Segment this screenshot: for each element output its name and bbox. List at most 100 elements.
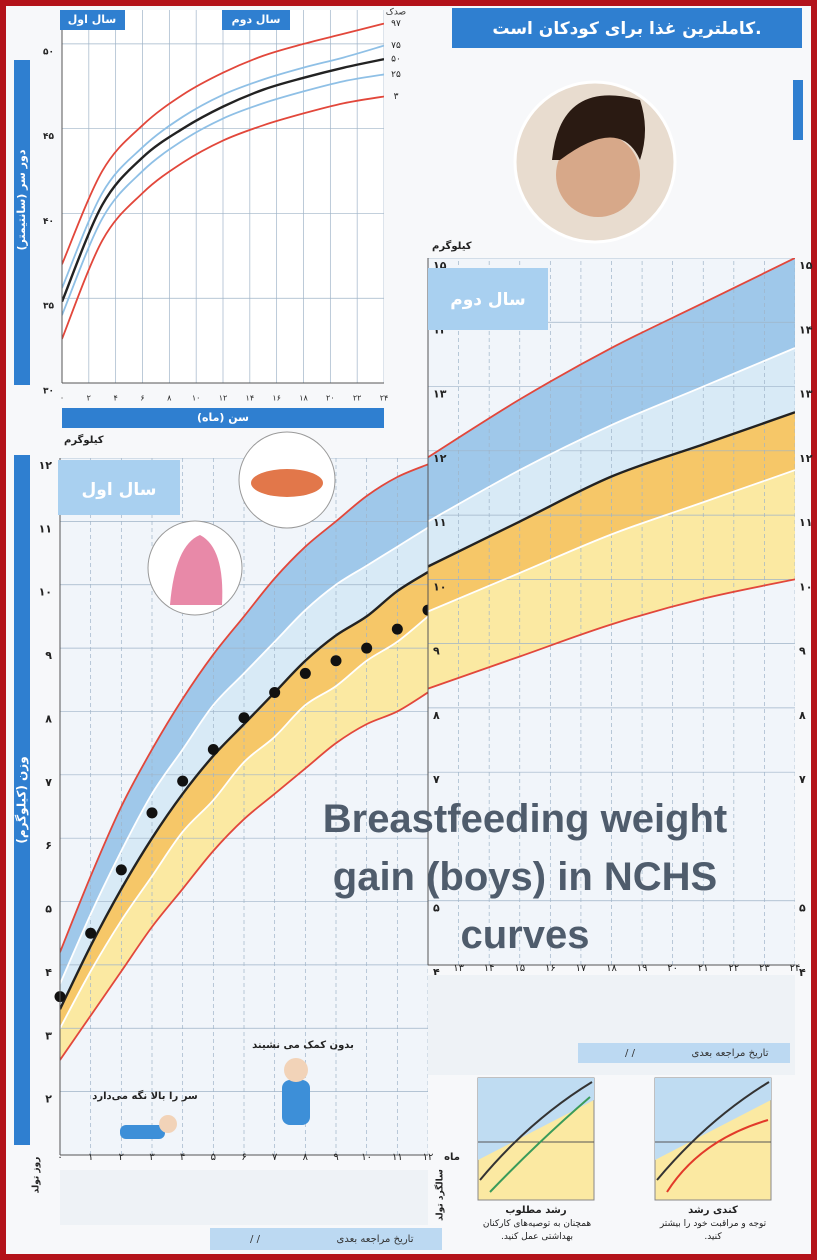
- y-tick-label: ۴: [45, 966, 52, 979]
- x-tick-label: ۱۸: [606, 963, 617, 974]
- next-visit-slashes: / /: [250, 1234, 261, 1245]
- bowl: [251, 469, 323, 497]
- x-tick-label: ۶: [140, 394, 144, 403]
- percentile-line: [60, 615, 428, 1029]
- child-face: [556, 133, 640, 217]
- x-tick-label: ۱: [88, 1152, 93, 1163]
- y-tick-label: ۴: [433, 966, 440, 979]
- x-tick-label: ۱۲: [219, 394, 228, 403]
- x-tick-label: ۲۳: [759, 963, 770, 974]
- x-tick-label: ۵: [211, 1152, 216, 1163]
- data-point: [146, 807, 158, 819]
- plot: [60, 458, 428, 1155]
- milestone: سر را بالا نگه می‌دارد: [92, 1089, 198, 1102]
- y-axis-title: وزن (کیلوگرم): [15, 756, 30, 843]
- y-tick-label: ۵: [433, 902, 440, 915]
- x-tick-label: ۸: [167, 394, 172, 403]
- y-tick-label: ۵: [799, 902, 806, 915]
- percentile-band: [60, 464, 428, 984]
- y-tick-label: ۱۴: [799, 323, 813, 336]
- y-tick-label: ۱۲: [433, 452, 447, 465]
- x-tick-label: ۶: [241, 1152, 246, 1163]
- y-axis-title: دور سر (سانتیمتر): [15, 149, 28, 250]
- y-tick-label: ۱۰: [799, 580, 812, 593]
- start-label: روز تولد: [32, 1157, 42, 1194]
- guide-text: توجه و مراقبت خود را بیشتر کنید.: [659, 1219, 767, 1242]
- y-title-bar: [14, 455, 30, 1145]
- x-tick-label: ۲۰: [667, 963, 678, 974]
- data-point: [238, 712, 250, 724]
- y-tick-label: ۸: [45, 712, 52, 725]
- y-tick-label: ۳۵: [43, 302, 54, 312]
- legend-title: صدک: [386, 7, 406, 18]
- legend-label: ۲۵: [391, 70, 401, 80]
- x-unit: ماه: [444, 1152, 460, 1163]
- y-tick-label: ۹: [45, 649, 52, 662]
- percentile-line: [428, 347, 795, 523]
- legend-label: ۵۰: [391, 55, 401, 65]
- year-box: [58, 460, 180, 515]
- edge-bar: [793, 80, 803, 140]
- x-tick-label: ۲۴: [380, 394, 389, 403]
- x-tick-label: ۱۴: [246, 394, 255, 403]
- x-tick-label: ۱۸: [299, 394, 308, 403]
- next-visit-label: تاریخ مراجعه بعدی: [337, 1234, 414, 1245]
- y-tick-label: ۴۵: [43, 132, 54, 142]
- y-tick-label: ۱۳: [799, 388, 813, 401]
- baby-sitting: [282, 1080, 310, 1125]
- percentile-band: [60, 527, 428, 1010]
- x-tick-label: ۳: [149, 1152, 155, 1163]
- year-box: [60, 10, 125, 30]
- x-tick-label: ۲۴: [790, 963, 801, 974]
- x-tick-label: ۲۲: [728, 963, 739, 974]
- percentile-line: [62, 22, 384, 265]
- x-tick-label: ۰: [57, 1152, 62, 1163]
- x-tick-label: ۱۱: [392, 1152, 403, 1163]
- x-tick-label: ۱۵: [514, 963, 525, 974]
- year-box: [428, 268, 548, 330]
- year-label: سال اول: [82, 480, 157, 500]
- x-axis-title: سن (ماه): [197, 411, 249, 424]
- y-tick-label: ۷: [45, 776, 52, 789]
- percentile-line: [60, 691, 428, 1061]
- data-point: [269, 686, 281, 698]
- y-tick-label: ۳۰: [43, 387, 54, 397]
- plot: [62, 10, 384, 383]
- x-tick-label: ۱۰: [361, 1152, 372, 1163]
- x-tick-label: ۱۷: [576, 963, 587, 974]
- data-point: [85, 927, 97, 939]
- end-label: سالگرد تولد: [434, 1169, 446, 1221]
- y-unit: کیلوگرم: [64, 433, 104, 446]
- year-label: سال اول: [68, 13, 116, 26]
- y-tick-label: ۸: [433, 709, 440, 722]
- x-tick-label: ۱۲: [423, 1152, 434, 1163]
- y-tick-label: ۵: [45, 903, 52, 916]
- next-visit-bar: [210, 1228, 442, 1250]
- y-tick-label: ۹: [799, 645, 806, 658]
- y-tick-label: ۱۰: [39, 586, 52, 599]
- header-title: کاملترین غذا برای کودکان است.: [492, 19, 761, 39]
- percentile-line: [60, 571, 428, 1010]
- percentile-line: [60, 463, 428, 953]
- x-tick-label: ۲۰: [326, 394, 335, 403]
- legend-label: ۹۷: [391, 19, 401, 29]
- y-tick-label: ۸: [799, 709, 806, 722]
- percentile-line: [428, 469, 795, 613]
- x-tick-label: ۴: [180, 1152, 185, 1163]
- x-tick-label: ۱۴: [484, 963, 495, 974]
- percentile-line: [428, 578, 795, 690]
- data-point: [330, 655, 342, 667]
- percentile-band: [428, 412, 795, 612]
- x-tick-label: ۲: [87, 394, 91, 403]
- y-tick-label: ۱۵: [799, 259, 813, 272]
- milestone: بدون کمک می نشیند: [252, 1040, 354, 1051]
- y-tick-label: ۱۰: [433, 580, 446, 593]
- percentile-line: [62, 57, 384, 303]
- x-tick-label: ۸: [303, 1152, 309, 1163]
- guide-title: رشد مطلوب: [505, 1205, 566, 1216]
- x-tick-label: ۰: [60, 394, 64, 403]
- percentile-line: [62, 95, 384, 340]
- year-box: [222, 10, 290, 30]
